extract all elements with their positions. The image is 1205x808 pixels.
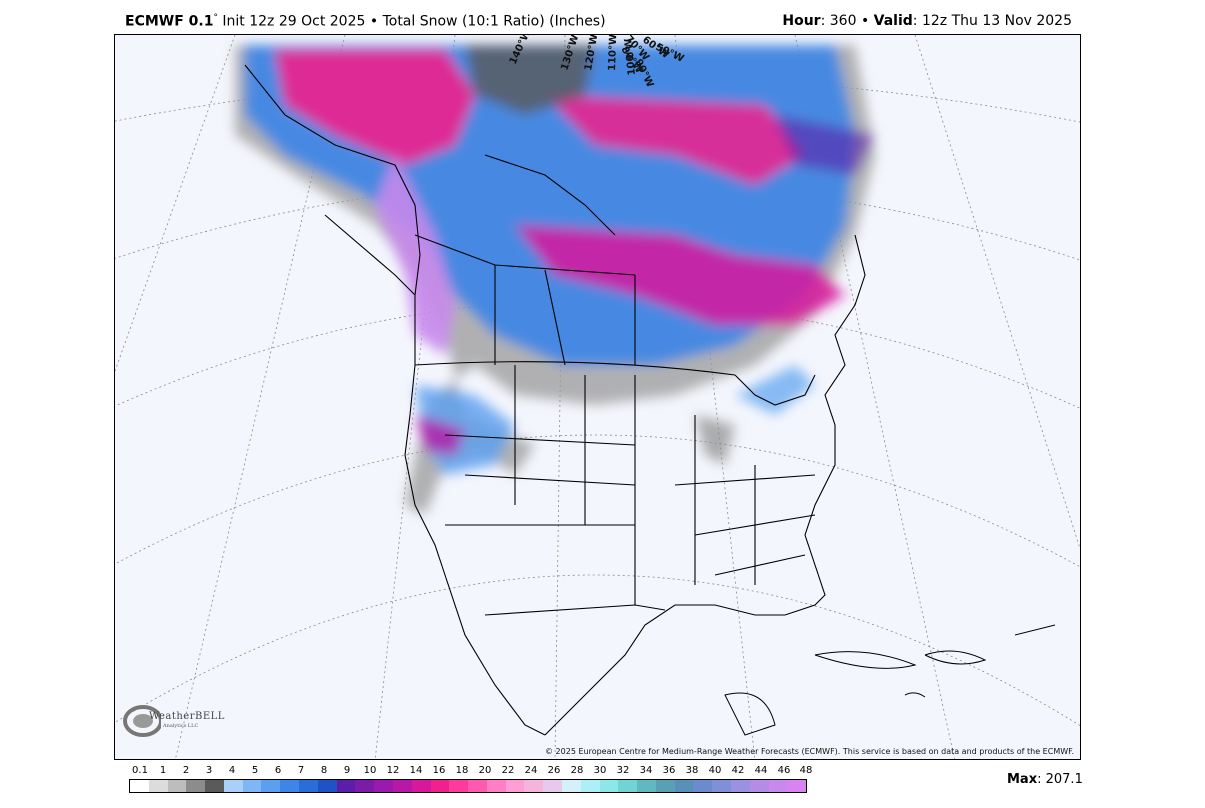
legend-tick-label: 18 [455, 765, 469, 776]
valid-value: : 12z Thu 13 Nov 2025 [912, 13, 1072, 29]
weatherbell-logo: WeatherBELL Analytics LLC [121, 699, 224, 743]
legend-tick-label: 34 [639, 765, 653, 776]
legend-swatch [524, 780, 544, 792]
legend-swatch [505, 780, 525, 792]
logo-subtext: Analytics LLC [163, 723, 199, 729]
legend-swatch [392, 780, 412, 792]
legend-tick-label: 10 [363, 765, 377, 776]
legend-swatch [768, 780, 788, 792]
legend-labels: 0.1 1 2 3 4 5 6 7 8 9 10 12 14 16 18 20 22 24 26 28 30 32 34 36… [129, 765, 812, 779]
title-bullet: • [369, 13, 379, 30]
legend-swatch [674, 780, 694, 792]
legend-swatch [280, 780, 300, 792]
legend-tick-label: 22 [501, 765, 515, 776]
hour-value: : 360 [820, 13, 857, 29]
legend-swatch [261, 780, 281, 792]
legend-swatch [242, 780, 262, 792]
legend-swatch [374, 780, 393, 792]
product-name: Total Snow (10:1 Ratio) (Inches) [382, 13, 606, 30]
legend-swatch [580, 780, 600, 792]
legend-tick-label: 42 [731, 765, 745, 776]
legend-tick-label: 6 [274, 765, 282, 776]
legend-swatch [355, 780, 375, 792]
legend-swatch [205, 780, 224, 792]
legend-swatch [223, 780, 243, 792]
legend-swatch [618, 780, 638, 792]
legend-swatch [167, 780, 187, 792]
caribbean-islands [724, 624, 1056, 736]
legend-swatch [299, 780, 318, 792]
logo-text: WeatherBELL [149, 711, 225, 722]
legend-swatch [693, 780, 713, 792]
init-time: Init 12z 29 Oct 2025 [222, 13, 366, 30]
ecmwf-copyright: © 2025 European Centre for Medium-Range … [545, 747, 1074, 756]
legend-tick-label: 0.1 [132, 765, 148, 776]
lon-label-100w: 100°W [623, 38, 638, 76]
legend-tick-label: 32 [616, 765, 630, 776]
model-name: ECMWF 0.1 [125, 13, 214, 30]
legend-colorbar [129, 779, 807, 793]
legend-swatch [731, 780, 750, 792]
coastlines [244, 64, 866, 736]
legend-tick-label: 1 [159, 765, 167, 776]
valid-label: Valid [873, 13, 913, 29]
legend-tick-label: 44 [754, 765, 768, 776]
lon-label-110w: 110°W [607, 35, 619, 71]
legend-tick-label: 7 [297, 765, 305, 776]
max-label: Max [1007, 772, 1038, 787]
valid-bullet: • [860, 13, 870, 29]
legend-swatch [449, 780, 469, 792]
legend-tick-label: 30 [593, 765, 607, 776]
legend-tick-label: 26 [547, 765, 561, 776]
legend-tick-label: 12 [386, 765, 400, 776]
legend-tick-label: 24 [524, 765, 538, 776]
legend-swatch [655, 780, 675, 792]
legend-swatch [486, 780, 506, 792]
legend-swatch [430, 780, 450, 792]
legend-tick-label: 4 [228, 765, 236, 776]
snowfall-map[interactable]: 140°W 130°W 120°W 110°W 100°W 90°W 80°W … [114, 34, 1081, 760]
legend-swatch [787, 780, 807, 792]
legend-swatch [543, 780, 562, 792]
legend-tick-label: 14 [409, 765, 423, 776]
legend-tick-label: 48 [799, 765, 813, 776]
max-number: : 207.1 [1037, 772, 1083, 787]
legend-tick-label: 40 [708, 765, 722, 776]
valid-time-header: Hour: 360 • Valid: 12z Thu 13 Nov 2025 [782, 13, 1072, 29]
legend-tick-label: 38 [685, 765, 699, 776]
legend-swatch [637, 780, 656, 792]
swirl-icon [123, 705, 161, 737]
legend-swatch [317, 780, 337, 792]
legend-swatch [712, 780, 731, 792]
legend-swatch [148, 780, 168, 792]
max-value: Max: 207.1 [1007, 772, 1083, 787]
map-title: ECMWF 0.1° Init 12z 29 Oct 2025 • Total … [125, 13, 606, 30]
legend-tick-label: 2 [182, 765, 190, 776]
legend-tick-label: 28 [570, 765, 584, 776]
legend-tick-label: 20 [478, 765, 492, 776]
map-canvas: 140°W 130°W 120°W 110°W 100°W 90°W 80°W … [115, 35, 1080, 759]
legend-tick-label: 3 [205, 765, 213, 776]
legend-swatch [749, 780, 769, 792]
legend-swatch [468, 780, 487, 792]
legend-swatch [599, 780, 619, 792]
legend-swatch [411, 780, 431, 792]
legend-tick-label: 5 [251, 765, 259, 776]
legend-tick-label: 36 [662, 765, 676, 776]
legend-tick-label: 16 [432, 765, 446, 776]
degree-symbol: ° [213, 13, 218, 23]
legend-tick-label: 9 [343, 765, 351, 776]
snow-coverage [235, 45, 875, 515]
legend-swatch [186, 780, 206, 792]
legend-tick-label: 46 [777, 765, 791, 776]
legend-swatch [336, 780, 356, 792]
legend-swatch [130, 780, 149, 792]
legend-swatch [561, 780, 581, 792]
hour-label: Hour [782, 13, 821, 29]
legend-tick-label: 8 [320, 765, 328, 776]
